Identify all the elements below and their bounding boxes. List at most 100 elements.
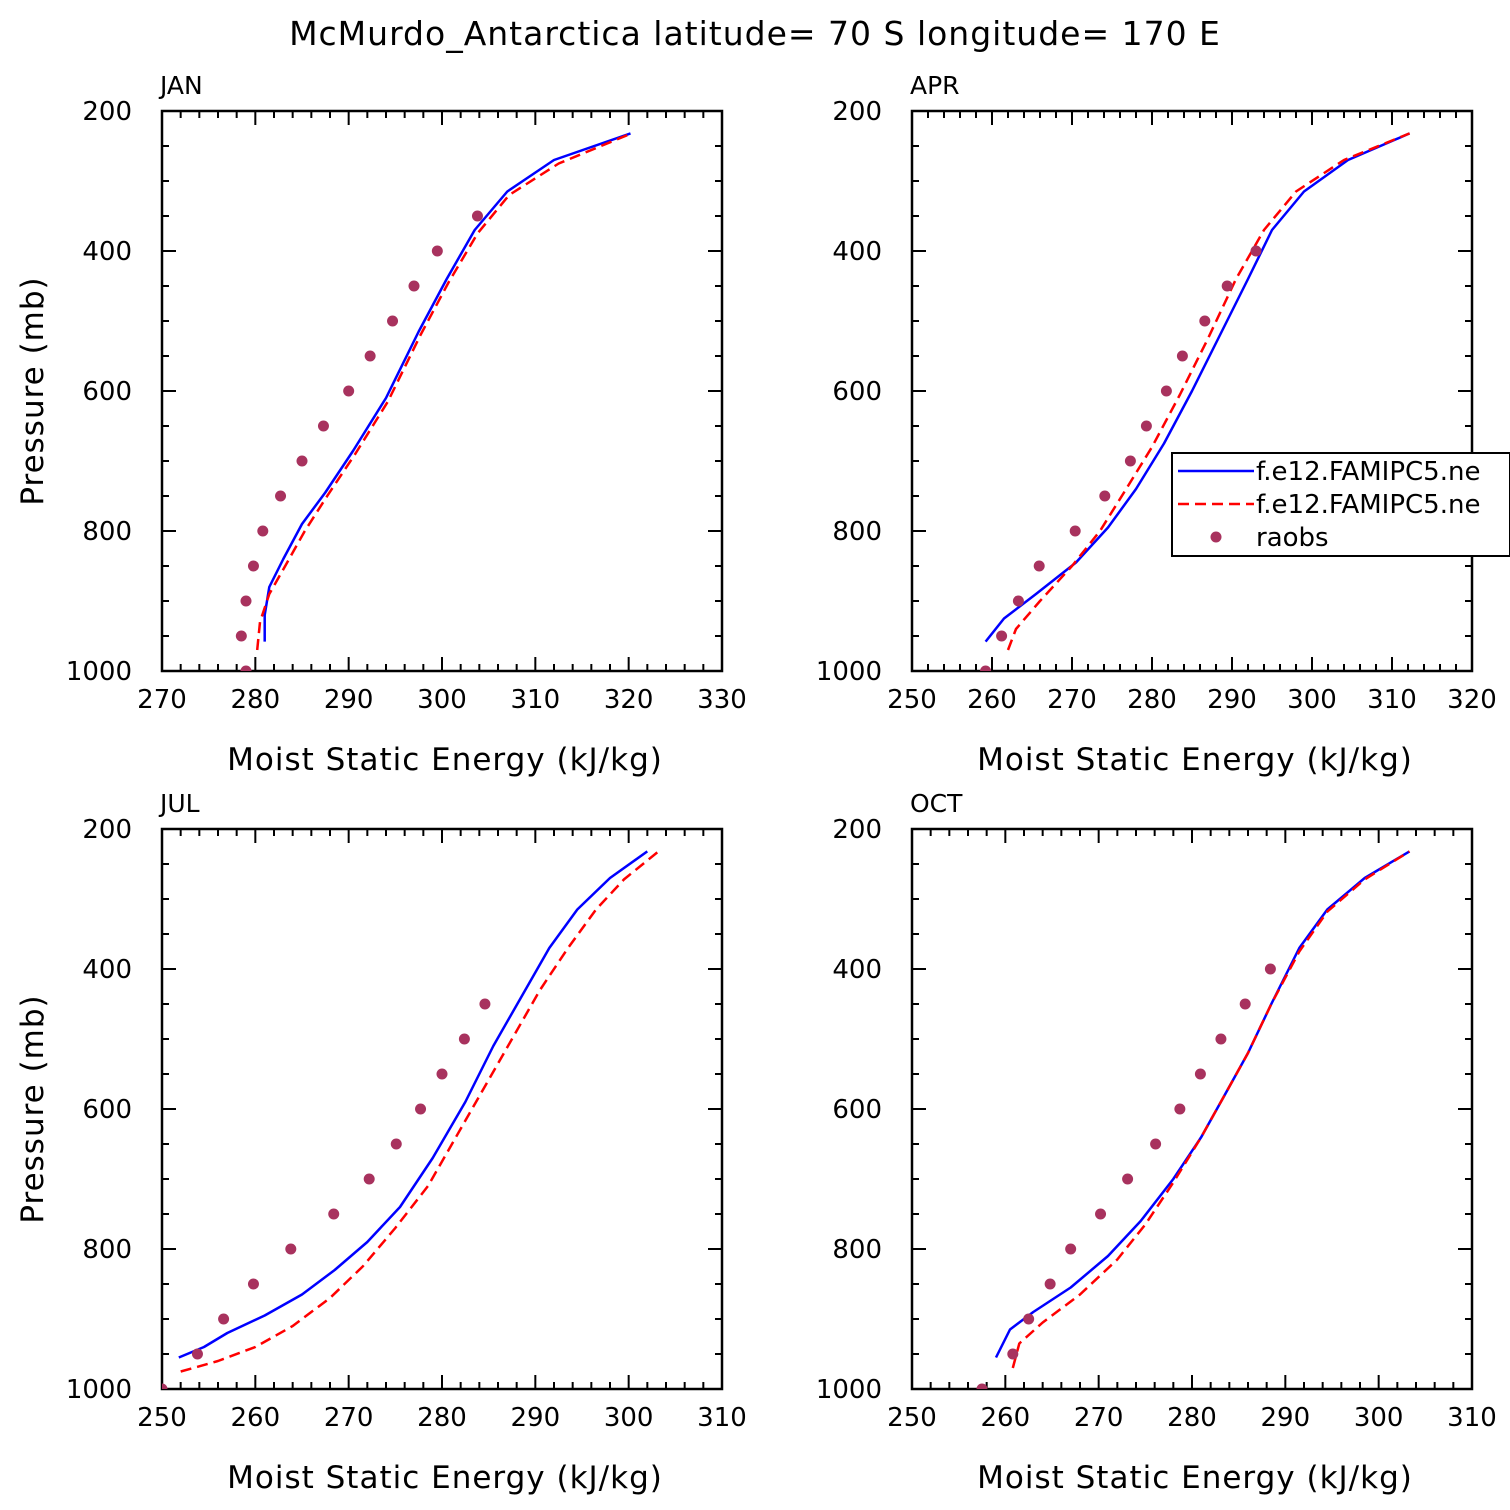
panel-oct: 250 260 270 280 290 300 310 200 400 600 800 1000 OCT… <box>816 789 1497 1496</box>
raobs-point <box>408 280 420 292</box>
y-tick-label: 400 <box>82 237 132 267</box>
x-tick-label: 310 <box>1367 685 1417 715</box>
raobs-point <box>458 1033 470 1045</box>
raobs-point <box>1065 1243 1077 1255</box>
y-tick-label: 600 <box>82 1095 132 1125</box>
raobs-point <box>980 665 992 671</box>
raobs-point <box>1140 420 1152 432</box>
raobs-point <box>390 1138 402 1150</box>
series-line-solid <box>263 132 631 642</box>
raobs-point <box>275 490 287 502</box>
legend-box <box>1171 452 1510 557</box>
x-tick-label: 290 <box>1261 1403 1311 1433</box>
y-tick-label: 600 <box>82 377 132 407</box>
legend-marker <box>1210 531 1222 543</box>
raobs-point <box>218 1313 230 1325</box>
raobs-point <box>247 1278 259 1290</box>
raobs-point <box>1199 315 1211 327</box>
raobs-point <box>1160 385 1172 397</box>
raobs-point <box>431 245 443 257</box>
raobs-point <box>1215 1033 1227 1045</box>
raobs-point <box>363 1173 375 1185</box>
raobs-point <box>235 630 247 642</box>
panel-title: JAN <box>158 71 203 100</box>
raobs-point <box>285 1243 297 1255</box>
x-tick-label: 320 <box>1447 685 1497 715</box>
raobs-point <box>1239 998 1251 1010</box>
y-tick-label: 800 <box>82 517 132 547</box>
y-tick-label: 1000 <box>816 657 882 687</box>
x-tick-label: 290 <box>324 685 374 715</box>
raobs-point <box>387 315 399 327</box>
y-tick-label: 200 <box>82 97 132 127</box>
x-tick-label: 290 <box>1207 685 1257 715</box>
plot-frame <box>160 109 724 673</box>
raobs-point <box>415 1103 427 1115</box>
raobs-point <box>1174 1103 1186 1115</box>
y-tick-label: 1000 <box>816 1375 882 1405</box>
legend-label: f.e12.FAMIPC5.ne <box>1256 457 1480 487</box>
x-tick-label: 280 <box>417 1403 467 1433</box>
x-tick-label: 330 <box>697 685 747 715</box>
y-tick-label: 400 <box>832 237 882 267</box>
x-tick-label: 300 <box>1287 685 1337 715</box>
raobs-point <box>317 420 329 432</box>
y-tick-label: 1000 <box>66 1375 132 1405</box>
raobs-point <box>436 1068 448 1080</box>
raobs-point <box>191 1348 203 1360</box>
raobs-point <box>162 1383 168 1389</box>
raobs-point <box>1044 1278 1056 1290</box>
x-tick-label: 270 <box>1074 1403 1124 1433</box>
panel-jul: 250 260 270 280 290 300 310 200 400 600 800 1000 JUL… <box>15 789 747 1496</box>
y-tick-label: 800 <box>82 1235 132 1265</box>
y-tick-label: 400 <box>832 955 882 985</box>
series-line-dashed <box>180 850 660 1373</box>
raobs-point <box>471 210 483 222</box>
plot-frame <box>160 827 724 1391</box>
panels: 270 280 290 300 310 320 330 200 400 600 800 1000 JAN… <box>15 71 1497 1496</box>
y-tick-label: 200 <box>832 815 882 845</box>
raobs-point <box>343 385 355 397</box>
x-axis-title: Moist Static Energy (kJ/kg) <box>227 742 663 778</box>
raobs-point <box>1221 280 1233 292</box>
legend-label: f.e12.FAMIPC5.ne <box>1256 490 1480 520</box>
series-group <box>980 132 1411 671</box>
raobs-point <box>364 350 376 362</box>
series-line-dashed <box>1006 132 1411 651</box>
x-tick-label: 260 <box>967 685 1017 715</box>
y-tick-label: 600 <box>832 1095 882 1125</box>
raobs-point <box>257 525 269 537</box>
raobs-point <box>1023 1313 1035 1325</box>
raobs-point <box>1099 490 1111 502</box>
x-tick-label: 270 <box>324 1403 374 1433</box>
figure-title: McMurdo_Antarctica latitude= 70 S longit… <box>289 14 1221 53</box>
x-tick-label: 280 <box>1167 1403 1217 1433</box>
raobs-point <box>479 998 491 1010</box>
x-tick-label: 270 <box>137 685 187 715</box>
y-tick-label: 1000 <box>66 657 132 687</box>
y-tick-label: 200 <box>832 97 882 127</box>
x-tick-label: 270 <box>1047 685 1097 715</box>
x-axis-title: Moist Static Energy (kJ/kg) <box>227 1460 663 1496</box>
raobs-point <box>1033 560 1045 572</box>
y-tick-label: 800 <box>832 517 882 547</box>
raobs-point <box>996 630 1008 642</box>
raobs-point <box>1150 1138 1162 1150</box>
series-group <box>235 132 632 671</box>
series-group <box>976 850 1411 1389</box>
y-axis-title: Pressure (mb) <box>15 994 51 1223</box>
raobs-point <box>1012 595 1024 607</box>
x-tick-label: 310 <box>511 685 561 715</box>
raobs-point <box>976 1383 988 1389</box>
x-tick-label: 260 <box>981 1403 1031 1433</box>
panel-title: OCT <box>910 789 963 818</box>
x-tick-label: 310 <box>697 1403 747 1433</box>
y-axis-title: Pressure (mb) <box>15 276 51 505</box>
x-tick-label: 290 <box>511 1403 561 1433</box>
x-tick-label: 300 <box>1354 1403 1404 1433</box>
raobs-point <box>240 665 252 671</box>
raobs-point <box>1095 1208 1107 1220</box>
x-tick-label: 280 <box>1127 685 1177 715</box>
series-group <box>162 850 660 1389</box>
